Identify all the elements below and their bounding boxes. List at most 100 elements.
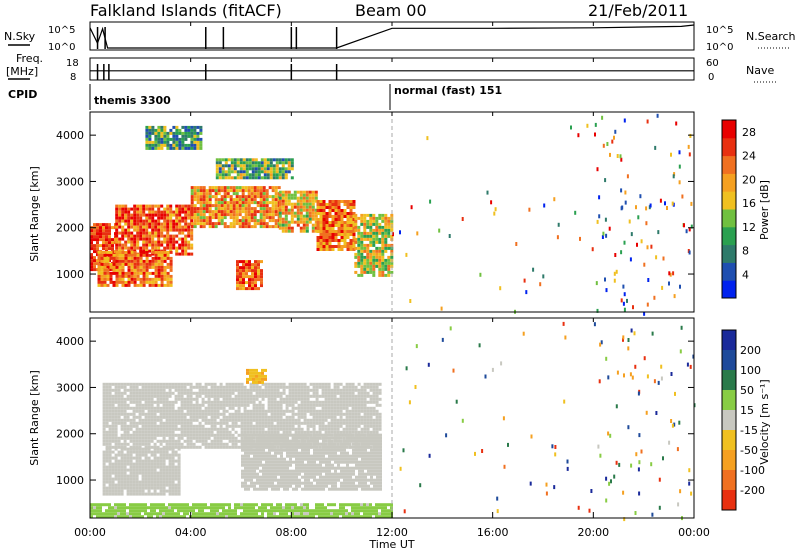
heatmap-cell (152, 284, 155, 287)
heatmap-cell (319, 383, 322, 386)
heatmap-cell (146, 275, 149, 278)
heatmap-cell (265, 422, 268, 425)
heatmap-cell (297, 206, 300, 209)
heatmap-cell (103, 454, 106, 457)
heatmap-cell (370, 416, 373, 419)
heatmap-cell (353, 200, 356, 203)
heatmap-cell (282, 191, 285, 194)
heatmap-cell (93, 223, 96, 226)
heatmap-cell (238, 398, 241, 401)
heatmap-cell (216, 176, 219, 179)
heatmap-cell (337, 428, 340, 431)
heatmap-cell (250, 413, 253, 416)
heatmap-cell (142, 422, 145, 425)
heatmap-cell (313, 416, 316, 419)
heatmap-cell (253, 464, 256, 467)
heatmap-cell (181, 229, 184, 232)
heatmap-cell (121, 235, 124, 238)
heatmap-cell (245, 210, 248, 213)
heatmap-cell (124, 434, 127, 437)
heatmap-cell (139, 404, 142, 407)
heatmap-cell (139, 232, 142, 235)
heatmap-cell (163, 490, 166, 493)
heatmap-cell (343, 386, 346, 389)
heatmap-cell (268, 434, 271, 437)
heatmap-cell (127, 454, 130, 457)
heatmap-cell (221, 210, 224, 213)
heatmap-cell (184, 419, 187, 422)
y-tick-label: 1000 (56, 268, 84, 281)
heatmap-cell (313, 446, 316, 449)
heatmap-cell (127, 425, 130, 428)
heatmap-cell (289, 410, 292, 413)
heatmap-cell (340, 422, 343, 425)
heatmap-cell (136, 241, 139, 244)
heatmap-cell (211, 392, 214, 395)
heatmap-cell (239, 272, 242, 275)
heatmap-cell (142, 241, 145, 244)
heatmap-cell (127, 428, 130, 431)
heatmap-cell (326, 221, 329, 224)
heatmap-cell (157, 401, 160, 404)
heatmap-cell (199, 428, 202, 431)
heatmap-cell (238, 407, 241, 410)
heatmap-cell (332, 224, 335, 227)
heatmap-cell (139, 443, 142, 446)
heatmap-cell (142, 466, 145, 469)
heatmap-cell (650, 204, 652, 208)
heatmap-cell (139, 466, 142, 469)
heatmap-cell (166, 244, 169, 247)
heatmap-cell (151, 401, 154, 404)
heatmap-cell (166, 472, 169, 475)
heatmap-cell (384, 274, 387, 277)
heatmap-cell (184, 401, 187, 404)
heatmap-cell (139, 431, 142, 434)
heatmap-cell (316, 422, 319, 425)
heatmap-cell (369, 271, 372, 274)
heatmap-cell (244, 458, 247, 461)
heatmap-cell (115, 205, 118, 208)
heatmap-cell (369, 250, 372, 253)
nsearch-tick-bottom: 10^0 (706, 42, 733, 53)
heatmap-cell (148, 129, 151, 132)
heatmap-cell (224, 225, 227, 228)
heatmap-cell (181, 250, 184, 253)
heatmap-cell (274, 446, 277, 449)
heatmap-cell (292, 422, 295, 425)
heatmap-cell (142, 487, 145, 490)
heatmap-cell (256, 452, 259, 455)
heatmap-cell (358, 383, 361, 386)
heatmap-cell (268, 392, 271, 395)
heatmap-cell (193, 126, 196, 129)
heatmap-cell (130, 484, 133, 487)
heatmap-cell (283, 473, 286, 476)
heatmap-cell (127, 416, 130, 419)
heatmap-cell (154, 383, 157, 386)
heatmap-cell (109, 466, 112, 469)
heatmap-cell (354, 241, 357, 244)
heatmap-cell (325, 401, 328, 404)
heatmap-cell (106, 434, 109, 437)
heatmap-cell (325, 413, 328, 416)
heatmap-cell (367, 419, 370, 422)
heatmap-cell (271, 392, 274, 395)
heatmap-cell (142, 238, 145, 241)
heatmap-cell (381, 241, 384, 244)
heatmap-cell (322, 440, 325, 443)
heatmap-cell (169, 138, 172, 141)
heatmap-cell (148, 484, 151, 487)
heatmap-cell (110, 278, 113, 281)
heatmap-cell (215, 225, 218, 228)
heatmap-cell (93, 259, 96, 262)
heatmap-cell (242, 225, 245, 228)
heatmap-cell (112, 437, 115, 440)
heatmap-cell (260, 281, 263, 284)
heatmap-cell (249, 164, 252, 167)
heatmap-cell (292, 437, 295, 440)
heatmap-cell (145, 487, 148, 490)
heatmap-cell (347, 242, 350, 245)
heatmap-cell (139, 434, 142, 437)
heatmap-cell (116, 263, 119, 266)
heatmap-cell (334, 392, 337, 395)
heatmap-cell (148, 144, 151, 147)
